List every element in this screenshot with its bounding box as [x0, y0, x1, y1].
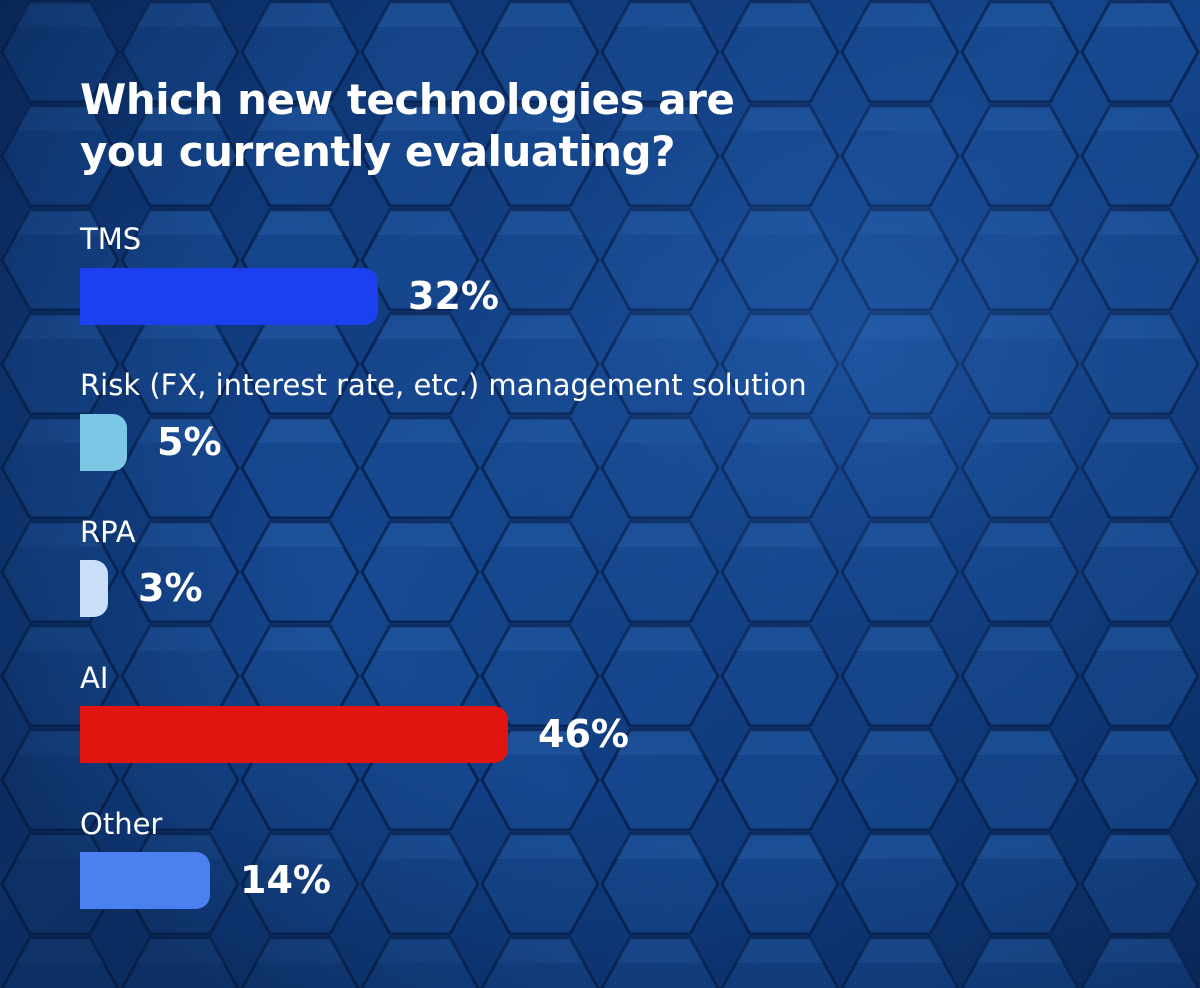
bar-tms	[80, 268, 378, 325]
category-label-other: Other	[80, 807, 163, 841]
chart-title: Which new technologies are you currently…	[80, 74, 800, 178]
chart-title-line-2: you currently evaluating?	[80, 127, 675, 176]
value-label-other: 14%	[240, 858, 331, 902]
value-label-tms: 32%	[408, 274, 499, 318]
category-label-risk-management: Risk (FX, interest rate, etc.) managemen…	[80, 368, 807, 402]
bar-other	[80, 852, 210, 909]
value-label-risk-management: 5%	[157, 420, 222, 464]
chart-title-line-1: Which new technologies are	[80, 75, 735, 124]
category-label-ai: AI	[80, 661, 109, 695]
value-label-ai: 46%	[538, 712, 629, 756]
bar-rpa	[80, 560, 108, 617]
category-label-tms: TMS	[80, 222, 142, 256]
category-label-rpa: RPA	[80, 515, 136, 549]
value-label-rpa: 3%	[138, 566, 203, 610]
bar-risk-management	[80, 414, 127, 471]
bar-ai	[80, 706, 508, 763]
